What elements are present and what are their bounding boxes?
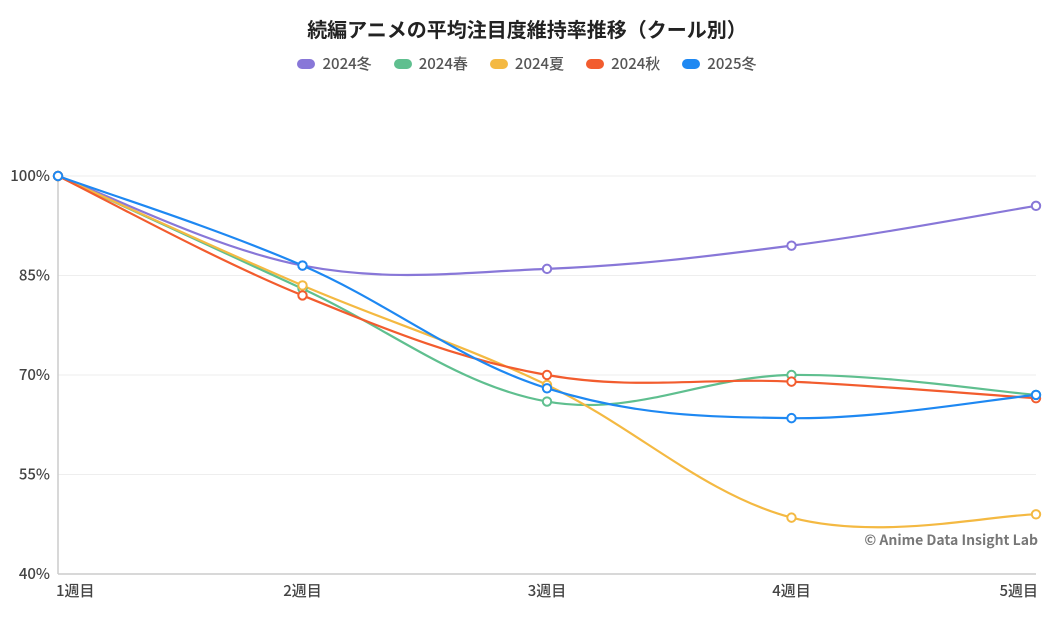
legend-swatch bbox=[394, 59, 412, 69]
legend-item[interactable]: 2024夏 bbox=[490, 53, 564, 74]
data-point-marker[interactable] bbox=[543, 384, 551, 392]
data-point-marker[interactable] bbox=[787, 377, 795, 385]
y-tick-label: 70% bbox=[19, 364, 50, 385]
legend-label: 2024夏 bbox=[515, 53, 564, 74]
data-point-marker[interactable] bbox=[54, 172, 62, 180]
legend: 2024冬 2024春 2024夏 2024秋 2025冬 bbox=[0, 53, 1054, 74]
data-point-marker[interactable] bbox=[787, 241, 795, 249]
y-tick-label: 85% bbox=[19, 265, 50, 286]
series-line bbox=[58, 176, 1036, 275]
attribution-text: © Anime Data Insight Lab bbox=[864, 530, 1038, 550]
data-point-marker[interactable] bbox=[543, 397, 551, 405]
data-point-marker[interactable] bbox=[543, 371, 551, 379]
legend-swatch bbox=[490, 59, 508, 69]
legend-item[interactable]: 2024秋 bbox=[586, 53, 660, 74]
legend-label: 2024秋 bbox=[611, 53, 660, 74]
legend-swatch bbox=[297, 59, 315, 69]
legend-swatch bbox=[682, 59, 700, 69]
data-point-marker[interactable] bbox=[543, 265, 551, 273]
data-point-marker[interactable] bbox=[787, 414, 795, 422]
x-tick-label: 5週目 bbox=[999, 580, 1038, 601]
data-point-marker[interactable] bbox=[1032, 202, 1040, 210]
x-tick-label: 4週目 bbox=[772, 580, 811, 601]
y-tick-label: 100% bbox=[10, 165, 50, 186]
x-tick-label: 3週目 bbox=[528, 580, 567, 601]
legend-label: 2024春 bbox=[419, 53, 468, 74]
legend-item[interactable]: 2024冬 bbox=[297, 53, 371, 74]
legend-swatch bbox=[586, 59, 604, 69]
legend-item[interactable]: 2024春 bbox=[394, 53, 468, 74]
data-point-marker[interactable] bbox=[1032, 391, 1040, 399]
data-point-marker[interactable] bbox=[298, 281, 306, 289]
data-point-marker[interactable] bbox=[298, 291, 306, 299]
x-tick-label: 1週目 bbox=[56, 580, 95, 601]
line-chart-svg: 40% 55% 70% 85% 100% 1週目 2週目 3週目 4週目 5週目 bbox=[0, 78, 1054, 638]
data-point-marker[interactable] bbox=[298, 261, 306, 269]
x-tick-label: 2週目 bbox=[283, 580, 322, 601]
chart-title: 続編アニメの平均注目度維持率推移（クール別） bbox=[0, 0, 1054, 43]
y-tick-label: 55% bbox=[19, 464, 50, 485]
chart-container: 続編アニメの平均注目度維持率推移（クール別） 2024冬2024春2024夏20… bbox=[0, 0, 1054, 560]
series-line bbox=[58, 176, 1036, 398]
legend-item[interactable]: 2025冬 bbox=[682, 53, 756, 74]
data-point-marker[interactable] bbox=[787, 513, 795, 521]
legend-label: 2025冬 bbox=[707, 53, 756, 74]
legend-label: 2024冬 bbox=[322, 53, 371, 74]
data-point-marker[interactable] bbox=[1032, 510, 1040, 518]
y-tick-label: 40% bbox=[19, 563, 50, 584]
